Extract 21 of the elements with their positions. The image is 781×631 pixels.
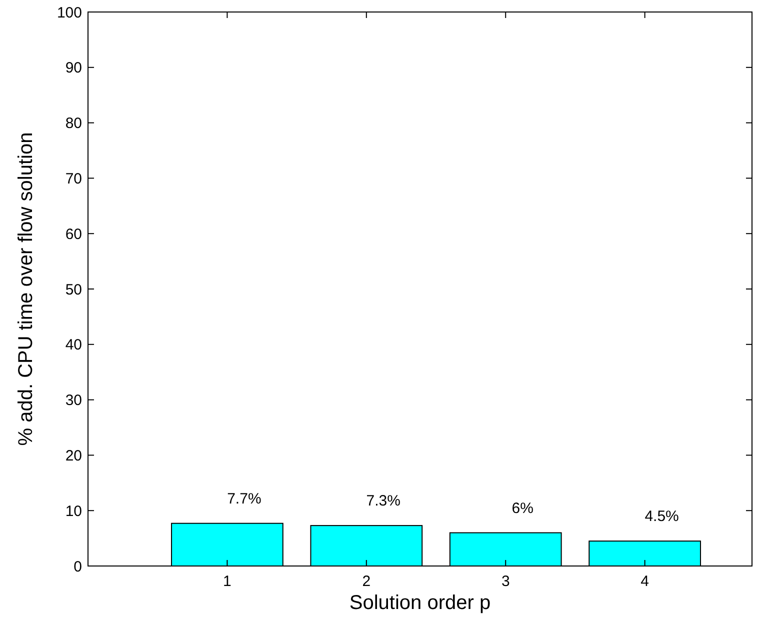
y-tick-label: 70 xyxy=(65,170,82,188)
x-tick-label: 3 xyxy=(501,573,510,590)
data-label: 7.3% xyxy=(366,492,401,510)
y-tick-label: 30 xyxy=(65,392,82,410)
y-tick-label: 60 xyxy=(65,226,82,243)
y-tick-label: 50 xyxy=(65,281,82,298)
data-label: 6% xyxy=(512,500,534,517)
y-tick-label: 40 xyxy=(65,336,82,354)
y-tick-label: 20 xyxy=(65,447,82,464)
y-tick-label: 10 xyxy=(65,502,82,520)
x-axis-title: Solution order p xyxy=(349,592,491,614)
y-tick-label: 0 xyxy=(74,558,82,576)
x-tick-label: 2 xyxy=(362,573,371,590)
x-tick-label: 1 xyxy=(223,573,232,590)
y-tick-label: 80 xyxy=(65,115,82,132)
y-tick-label: 100 xyxy=(56,4,82,22)
data-label: 7.7% xyxy=(227,490,262,508)
y-tick-label: 90 xyxy=(65,60,82,77)
data-label: 4.5% xyxy=(644,508,679,526)
x-tick-label: 4 xyxy=(640,573,649,590)
y-axis-title: % add. CPU time over flow solution xyxy=(15,132,37,446)
